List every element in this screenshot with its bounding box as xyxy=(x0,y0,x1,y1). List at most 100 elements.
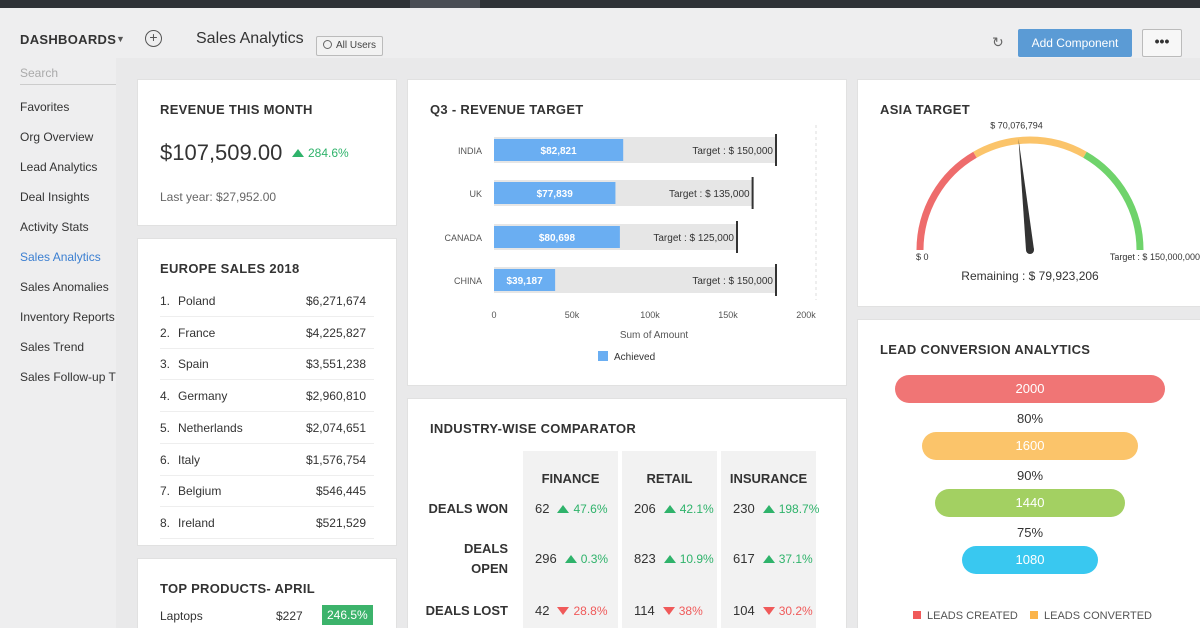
europe-row: 4. Germany $2,960,810 xyxy=(160,381,374,413)
top-strip-tab[interactable] xyxy=(410,0,480,8)
add-component-button[interactable]: Add Component xyxy=(1018,29,1132,57)
column-header: RETAIL xyxy=(646,471,693,486)
column-background xyxy=(622,451,717,628)
gauge-value-label: $ 70,076,794 xyxy=(990,121,1043,131)
product-change-badge: 246.5% xyxy=(322,605,373,625)
trend-down-icon xyxy=(762,607,775,615)
column-header: INSURANCE xyxy=(729,471,808,486)
comparator-cell: 296 0.3% xyxy=(535,551,608,566)
y-tick-label: UK xyxy=(469,189,482,199)
search-input[interactable]: Search xyxy=(20,66,120,85)
europe-country: Spain xyxy=(178,357,209,372)
europe-rank: 4. xyxy=(160,389,171,404)
more-options-button[interactable]: ••• xyxy=(1142,29,1182,57)
sidebar-item[interactable]: Inventory Reports xyxy=(20,310,115,324)
funnel-legend-item[interactable]: LEADS CREATED xyxy=(913,610,1018,622)
trend-up-icon xyxy=(557,505,570,513)
scope-chip[interactable]: All Users xyxy=(316,36,384,56)
funnel-stage[interactable]: 1440 xyxy=(935,489,1125,517)
q3-bar-chart: INDIA $82,821 Target : $ 150,000 UK $77,839 T… xyxy=(444,125,817,363)
europe-rank: 1. xyxy=(160,294,171,308)
europe-amount: $546,445 xyxy=(315,484,366,499)
sidebar-item[interactable]: Sales Follow-up T xyxy=(20,370,116,384)
sidebar-item[interactable]: Sales Trend xyxy=(20,340,85,354)
caret-down-icon[interactable]: ▼ xyxy=(116,34,125,44)
achieved-bar xyxy=(494,139,624,161)
refresh-icon[interactable]: ↻ xyxy=(992,34,1004,50)
comparator-cell: 230 198.7% xyxy=(733,501,819,516)
cell-value: 230 xyxy=(733,501,755,516)
trend-up-icon xyxy=(663,505,676,513)
trend-down-icon xyxy=(557,607,570,615)
cell-percent: 198.7% xyxy=(778,502,820,516)
trend-up-icon xyxy=(663,555,676,563)
europe-rank: 8. xyxy=(160,515,171,530)
europe-country: Belgium xyxy=(178,484,222,499)
europe-row: 3. Spain $3,551,238 xyxy=(160,349,374,381)
trend-up-icon xyxy=(292,149,304,157)
funnel-stage[interactable]: 1600 xyxy=(922,432,1138,460)
revenue-change: 284.6% xyxy=(292,146,349,160)
target-label: Target : $ 135,000 xyxy=(669,189,750,200)
legend-swatch xyxy=(598,351,608,361)
legend-label: Achieved xyxy=(614,352,655,363)
sidebar: Search Favorites Org Overview Lead Analyti… xyxy=(0,58,125,628)
europe-country: Germany xyxy=(178,389,228,404)
page-title: Sales Analytics xyxy=(196,30,304,47)
sidebar-item[interactable]: Activity Stats xyxy=(20,220,89,234)
cell-value: 296 xyxy=(535,551,557,566)
sidebar-item[interactable]: Sales Analytics xyxy=(20,250,101,264)
column-background xyxy=(721,451,816,628)
europe-rank: 3. xyxy=(160,357,171,372)
add-dashboard-icon[interactable]: + xyxy=(145,30,162,47)
product-row: Laptops $227 246.5% xyxy=(160,605,374,625)
cell-value: 104 xyxy=(733,603,755,618)
europe-rank: 2. xyxy=(160,325,171,340)
comparator-cell: 114 38% xyxy=(634,603,703,618)
gauge-band xyxy=(973,136,1087,158)
asia-target-card: ASIA TARGET $ 70,076,794 $ 0 Target : $ 15… xyxy=(857,79,1200,307)
europe-rank: 7. xyxy=(160,484,171,499)
europe-country: Ireland xyxy=(178,515,215,530)
q3-revenue-card: Q3 - REVENUE TARGET INDIA $82,821 Target :… xyxy=(407,79,847,386)
revenue-last-year: Last year: $27,952.00 xyxy=(160,190,277,204)
sidebar-item[interactable]: Lead Analytics xyxy=(20,160,98,174)
cell-percent: 42.1% xyxy=(679,502,714,516)
x-tick-label: 150k xyxy=(718,310,738,320)
x-tick-label: 50k xyxy=(565,310,580,320)
revenue-card: REVENUE THIS MONTH $107,509.00 284.6% La… xyxy=(137,79,397,226)
europe-amount: $6,271,674 xyxy=(305,294,366,308)
sidebar-item[interactable]: Deal Insights xyxy=(20,190,90,204)
comparator-cell: 823 10.9% xyxy=(634,551,714,566)
europe-country: Poland xyxy=(178,294,216,308)
cell-percent: 10.9% xyxy=(679,552,714,566)
gauge-remaining: Remaining : $ 79,923,206 xyxy=(961,269,1099,283)
funnel-legend-item[interactable]: LEADS CONVERTED xyxy=(1030,610,1152,622)
funnel-stage[interactable]: 2000 xyxy=(895,375,1165,403)
sidebar-item[interactable]: Sales Anomalies xyxy=(20,280,109,294)
funnel-stage[interactable]: 1080 xyxy=(962,546,1098,574)
dashboards-menu[interactable]: DASHBOARDS xyxy=(20,32,117,47)
sidebar-item[interactable]: Org Overview xyxy=(20,130,94,144)
cell-percent: 37.1% xyxy=(778,552,813,566)
cell-percent: 47.6% xyxy=(573,502,608,516)
europe-amount: $2,960,810 xyxy=(305,389,366,404)
europe-row: 1. Poland $6,271,674 xyxy=(160,286,374,317)
scope-label: All Users xyxy=(336,40,377,51)
gauge-band xyxy=(1083,151,1144,251)
top-strip xyxy=(0,0,1200,8)
europe-row: 6. Italy $1,576,754 xyxy=(160,445,374,476)
row-label: DEALS LOST xyxy=(408,601,508,621)
lead-conversion-card: LEAD CONVERSION ANALYTICS 2000 1600 1440 10… xyxy=(857,319,1200,628)
comparator-cell: 42 28.8% xyxy=(535,603,608,618)
sidebar-item[interactable]: Favorites xyxy=(20,100,70,114)
conversion-rate: 80% xyxy=(1016,411,1044,426)
achieved-bar xyxy=(494,182,616,204)
cell-percent: 30.2% xyxy=(778,604,813,618)
q3-title: Q3 - REVENUE TARGET xyxy=(430,102,584,117)
gauge-needle xyxy=(1018,138,1034,251)
trend-up-icon xyxy=(762,555,775,563)
cell-value: 62 xyxy=(535,501,550,516)
revenue-title: REVENUE THIS MONTH xyxy=(160,102,313,117)
comparator-cell: 617 37.1% xyxy=(733,551,813,566)
